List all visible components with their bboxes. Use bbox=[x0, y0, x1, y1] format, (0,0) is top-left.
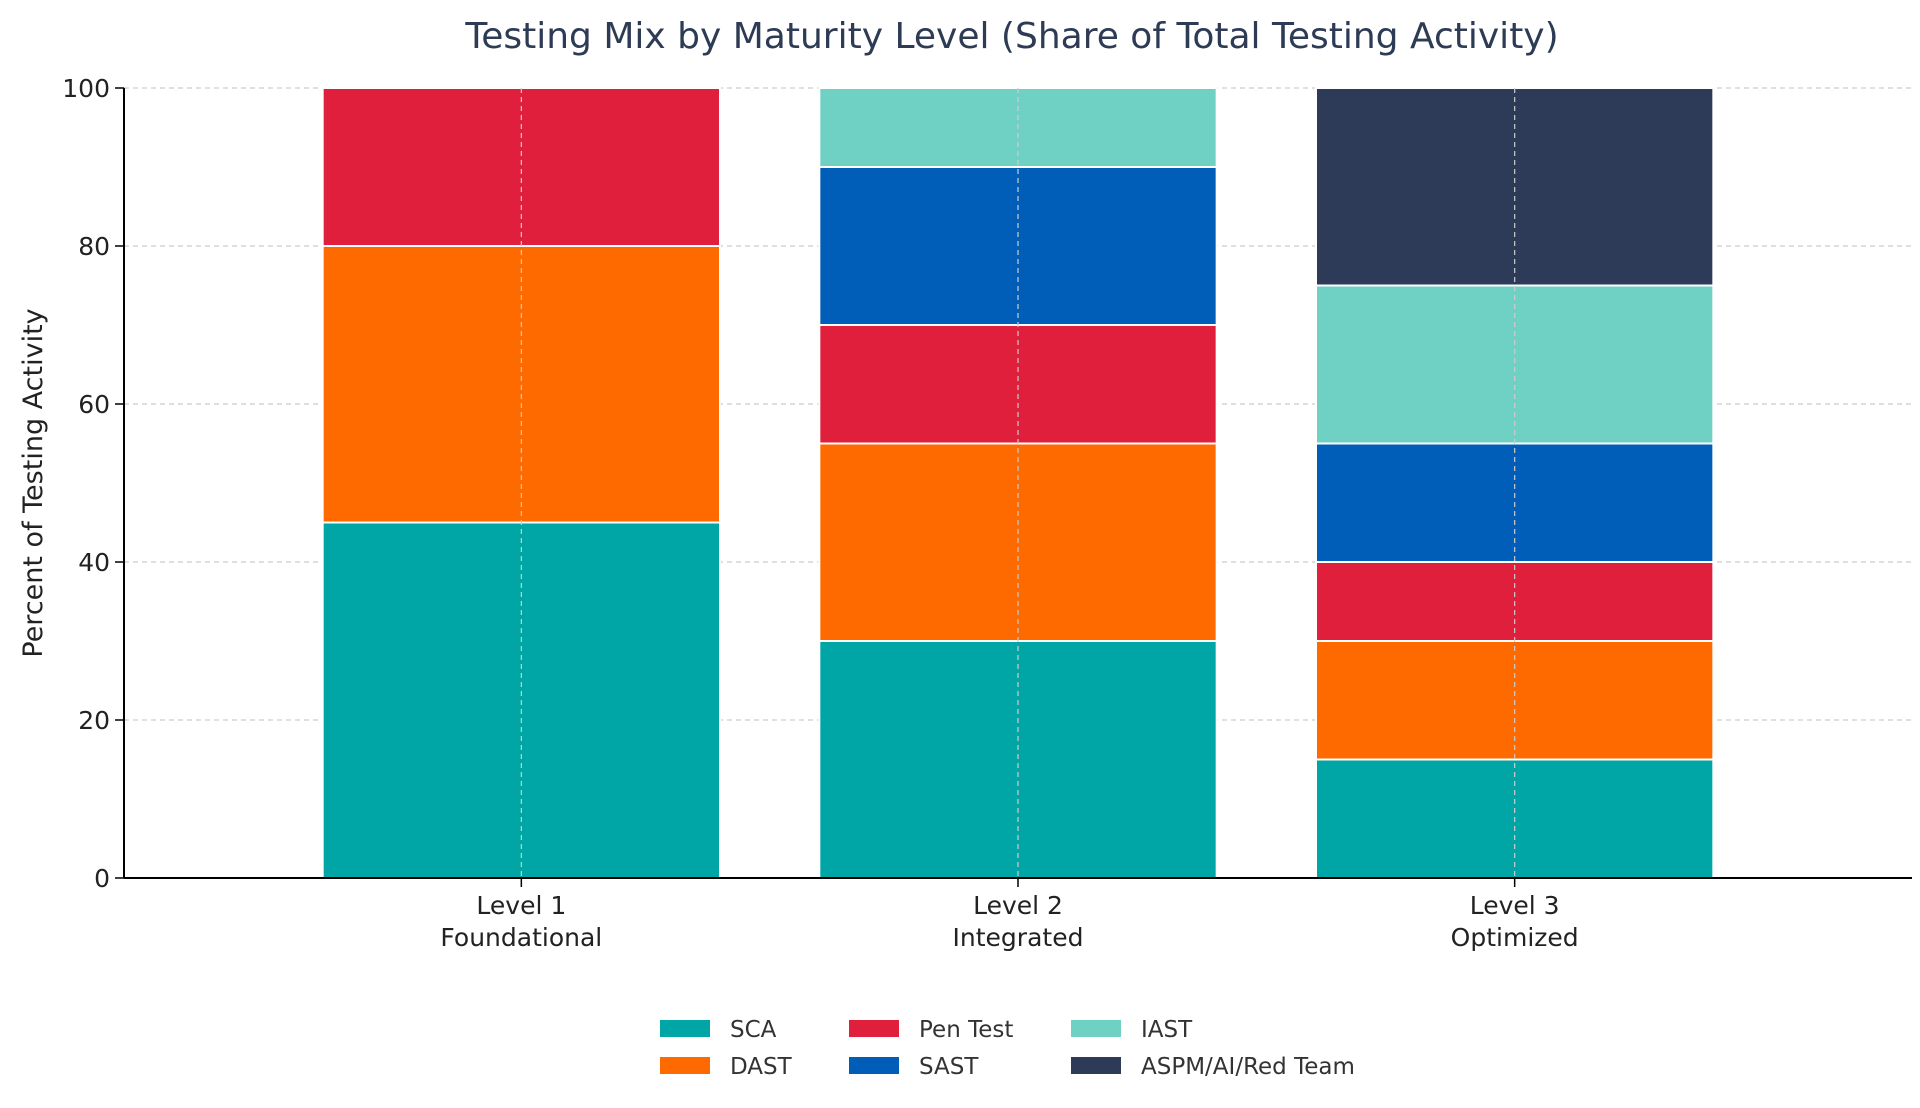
y-axis-label: Percent of Testing Activity bbox=[18, 308, 49, 657]
y-tick-label: 0 bbox=[94, 864, 110, 893]
legend-label-iast: IAST bbox=[1141, 1017, 1193, 1043]
x-tick-label: Level 1 bbox=[476, 891, 566, 920]
legend-label-sast: SAST bbox=[919, 1054, 979, 1080]
x-tick-label: Level 2 bbox=[973, 891, 1063, 920]
y-tick-label: 80 bbox=[78, 232, 110, 261]
y-tick-label: 20 bbox=[78, 706, 110, 735]
y-tick-label: 40 bbox=[78, 548, 110, 577]
legend-swatch-dast bbox=[660, 1057, 710, 1074]
legend-swatch-iast bbox=[1071, 1020, 1121, 1037]
legend-swatch-pen-test bbox=[849, 1020, 899, 1037]
x-tick-label: Integrated bbox=[953, 923, 1084, 952]
legend-label-sca: SCA bbox=[730, 1017, 777, 1043]
legend-label-dast: DAST bbox=[730, 1054, 793, 1080]
y-tick-label: 100 bbox=[62, 74, 110, 103]
x-tick-label: Foundational bbox=[440, 923, 602, 952]
x-tick-label: Level 3 bbox=[1470, 891, 1560, 920]
axes-layer: 0 20 40 60 80 100 Level 1 Foundational Level 2 In… bbox=[62, 74, 1912, 952]
legend-label-pen-test: Pen Test bbox=[919, 1017, 1013, 1043]
bars-layer bbox=[321, 87, 1715, 879]
y-tick-label: 60 bbox=[78, 390, 110, 419]
legend: SCA DAST Pen Test SAST IAST ASPM/AI/Red Team bbox=[660, 1017, 1355, 1080]
legend-swatch-aspm-ai-red-team bbox=[1071, 1057, 1121, 1074]
legend-swatch-sca bbox=[660, 1020, 710, 1037]
bar-segment-iast-3 bbox=[1315, 284, 1715, 445]
legend-label-aspm-ai-red-team: ASPM/AI/Red Team bbox=[1141, 1054, 1355, 1080]
legend-swatch-sast bbox=[849, 1057, 899, 1074]
x-tick-label: Optimized bbox=[1451, 923, 1579, 952]
chart-title: Testing Mix by Maturity Level (Share of … bbox=[464, 16, 1558, 57]
bar-segment-pen-test-1 bbox=[321, 87, 721, 247]
